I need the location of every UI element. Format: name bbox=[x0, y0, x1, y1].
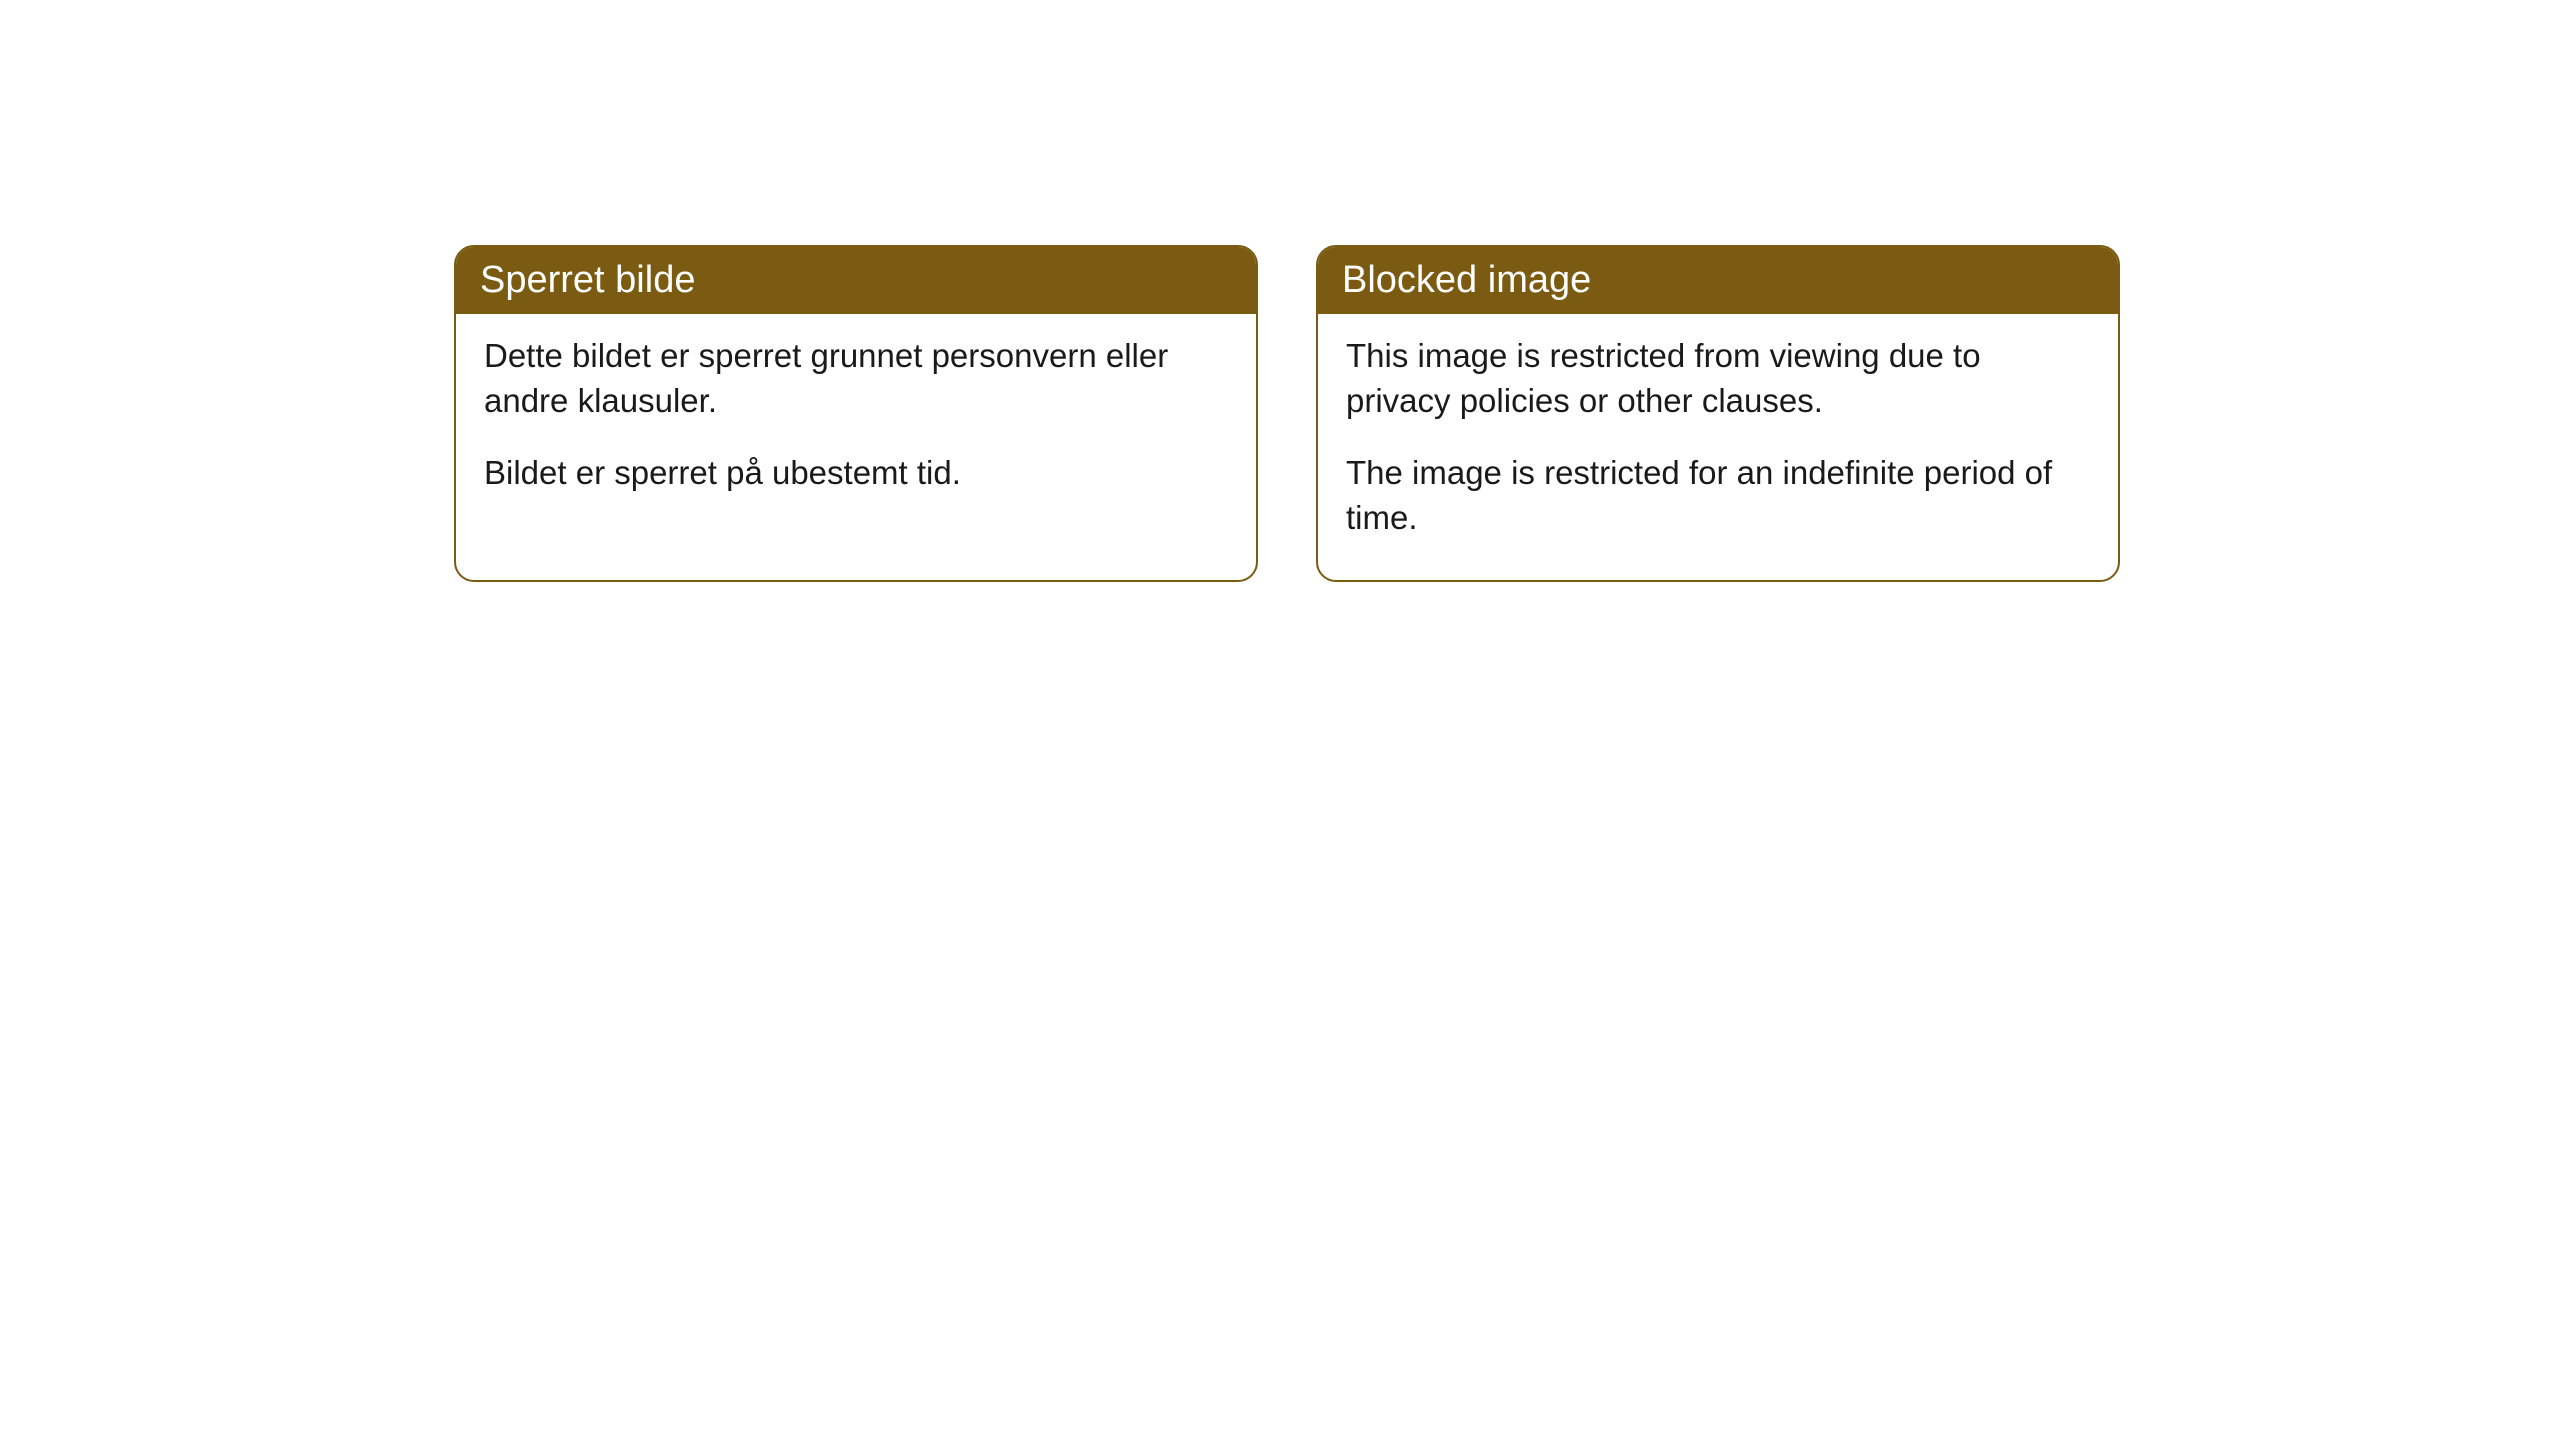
card-header: Sperret bilde bbox=[456, 247, 1256, 314]
card-title: Sperret bilde bbox=[480, 259, 695, 301]
blocked-image-card-norwegian: Sperret bilde Dette bildet er sperret gr… bbox=[454, 245, 1258, 582]
card-paragraph-2: The image is restricted for an indefinit… bbox=[1346, 451, 2090, 540]
card-title: Blocked image bbox=[1342, 259, 1591, 301]
card-paragraph-1: This image is restricted from viewing du… bbox=[1346, 334, 2090, 423]
blocked-image-card-english: Blocked image This image is restricted f… bbox=[1316, 245, 2120, 582]
cards-container: Sperret bilde Dette bildet er sperret gr… bbox=[454, 245, 2120, 582]
card-header: Blocked image bbox=[1318, 247, 2118, 314]
card-paragraph-2: Bildet er sperret på ubestemt tid. bbox=[484, 451, 1228, 496]
card-paragraph-1: Dette bildet er sperret grunnet personve… bbox=[484, 334, 1228, 423]
card-body: This image is restricted from viewing du… bbox=[1318, 314, 2118, 580]
card-body: Dette bildet er sperret grunnet personve… bbox=[456, 314, 1256, 536]
